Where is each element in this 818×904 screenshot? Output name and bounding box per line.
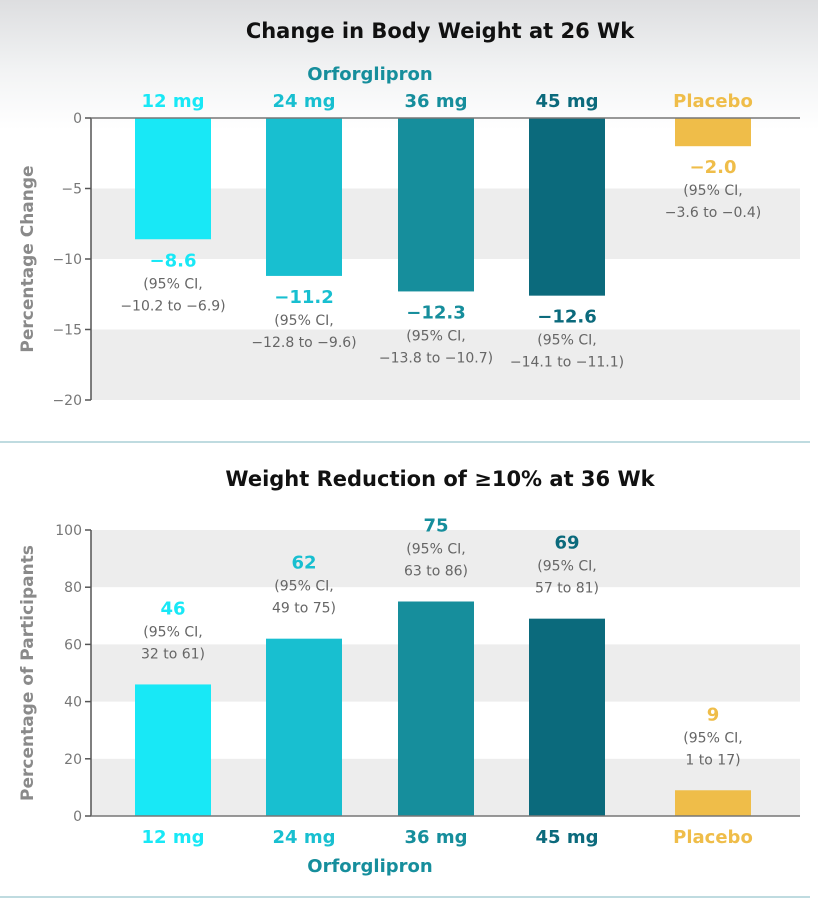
chart-title: Change in Body Weight at 26 Wk [246,19,635,43]
y-tick-label: 0 [73,809,82,825]
category-label: 45 mg [536,827,599,848]
chart-title: Weight Reduction of ≥10% at 36 Wk [225,467,655,491]
category-label: 12 mg [142,91,205,112]
y-tick-label: 40 [64,695,82,711]
ci-label-range: −13.8 to −10.7) [379,350,493,366]
y-tick-label: 0 [73,111,82,127]
group-label-orforglipron: Orforglipron [307,856,432,877]
chart-body-weight-change: Change in Body Weight at 26 Wk Orforglipr… [18,19,800,409]
category-label: 24 mg [273,827,336,848]
y-tick-label: −5 [61,182,82,198]
value-label: 69 [554,533,579,554]
ci-label-range: 32 to 61) [141,646,205,662]
ci-label-prefix: (95% CI, [143,276,202,292]
bar-36-mg [398,601,474,816]
ci-label-prefix: (95% CI, [274,579,333,595]
value-label: −2.0 [690,157,737,178]
category-label: 24 mg [273,91,336,112]
panel-divider-top [0,441,810,443]
bar-45-mg [529,618,605,816]
ci-label-range: −14.1 to −11.1) [510,355,624,371]
ci-label-prefix: (95% CI, [683,730,742,746]
bar-placebo [675,790,751,816]
category-label: 36 mg [405,91,468,112]
value-label: −12.3 [406,302,466,323]
category-label: 12 mg [142,827,205,848]
category-label: Placebo [673,91,753,112]
bar-12-mg [135,118,211,240]
value-label: 75 [423,516,448,537]
ci-label-range: −3.6 to −0.4) [665,205,761,221]
bar-24-mg [266,638,342,816]
y-tick-label: 80 [64,580,82,596]
bar-12-mg [135,684,211,816]
ci-label-range: 63 to 86) [404,564,468,580]
value-label: −11.2 [274,287,334,308]
y-axis-label: Percentage of Participants [18,545,38,801]
value-label: 46 [160,598,185,619]
y-axis-label: Percentage Change [18,165,38,352]
ci-label-prefix: (95% CI, [274,313,333,329]
category-label: 45 mg [536,91,599,112]
ci-label-prefix: (95% CI, [406,328,465,344]
ci-label-range: 49 to 75) [272,601,336,617]
bar-45-mg [529,118,605,296]
bar-36-mg [398,118,474,292]
ci-label-prefix: (95% CI, [143,624,202,640]
chart-weight-reduction: Weight Reduction of ≥10% at 36 Wk Orforgl… [18,467,800,877]
y-tick-label: −20 [52,393,82,409]
ci-label-range: −12.8 to −9.6) [251,335,356,351]
grid-band [91,530,800,588]
y-tick-label: 100 [55,523,82,539]
bar-placebo [675,118,751,147]
y-tick-label: −10 [52,252,82,268]
ci-label-prefix: (95% CI, [683,183,742,199]
y-tick-label: 60 [64,637,82,653]
panel-divider-bottom [0,896,810,898]
category-label: 36 mg [405,827,468,848]
value-label: 62 [291,553,316,574]
y-tick-label: −15 [52,323,82,339]
ci-label-prefix: (95% CI, [406,542,465,558]
value-label: −12.6 [537,307,597,328]
group-label-orforglipron: Orforglipron [307,64,432,85]
ci-label-range: −10.2 to −6.9) [120,298,225,314]
ci-label-prefix: (95% CI, [537,333,596,349]
ci-label-range: 1 to 17) [685,752,740,768]
grid-band [91,329,800,400]
ci-label-range: 57 to 81) [535,581,599,597]
category-label: Placebo [673,827,753,848]
value-label: −8.6 [150,250,197,271]
value-label: 9 [707,704,720,725]
bar-24-mg [266,118,342,276]
y-tick-label: 20 [64,752,82,768]
ci-label-prefix: (95% CI, [537,559,596,575]
